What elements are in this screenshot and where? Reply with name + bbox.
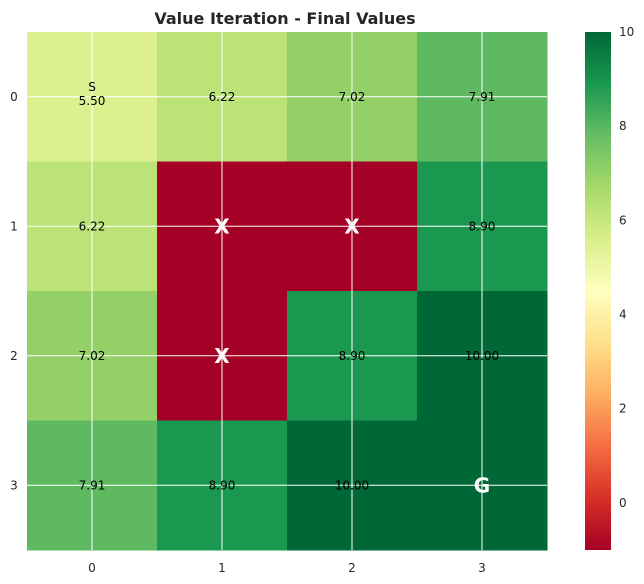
cell-value-label: 6.22	[209, 90, 236, 104]
colorbar-tick-label: 0	[619, 496, 627, 510]
x-tick-label: 0	[88, 561, 96, 575]
cell-value-label: 10.00	[465, 349, 499, 363]
cell-value-label: 10.00	[335, 478, 369, 492]
colorbar-tick-label: 10	[619, 25, 634, 39]
heatmap-cells	[27, 32, 548, 551]
cell-value-label: 7.91	[79, 478, 106, 492]
start-marker: S	[88, 80, 96, 94]
y-tick-label: 2	[10, 349, 18, 363]
cell-value-label: 6.22	[79, 219, 106, 233]
cell-value-label: 7.91	[469, 90, 496, 104]
colorbar-tick-label: 4	[619, 308, 627, 322]
y-tick-label: 0	[10, 90, 18, 104]
obstacle-marker: X	[214, 214, 230, 238]
colorbar-tick-label: 2	[619, 402, 627, 416]
cell-value-label: 5.50	[79, 94, 106, 108]
obstacle-marker: X	[344, 214, 360, 238]
goal-marker: G	[474, 473, 490, 497]
chart-title: Value Iteration - Final Values	[154, 9, 415, 28]
cell-value-label: 8.90	[209, 478, 236, 492]
grid-lines	[27, 32, 547, 550]
obstacle-marker: X	[214, 344, 230, 368]
cell-value-label: 7.02	[339, 90, 366, 104]
y-tick-label: 1	[10, 219, 18, 233]
colorbar: 0 2 4 6 8 10	[585, 25, 634, 550]
x-tick-label: 3	[478, 561, 486, 575]
cell-value-label: 7.02	[79, 349, 106, 363]
x-tick-label: 2	[348, 561, 356, 575]
cell-value-label: 8.90	[469, 219, 496, 233]
cell-labels: S5.50 6.22 7.02 7.91 6.22 X X 8.90 7.02 X 8.90 10.0…	[79, 80, 500, 498]
colorbar-gradient	[585, 32, 611, 550]
y-axis-ticks: 0 1 2 3	[10, 90, 18, 493]
x-axis-ticks: 0 1 2 3	[88, 561, 486, 575]
x-tick-label: 1	[218, 561, 226, 575]
cell-value-label: 8.90	[339, 349, 366, 363]
colorbar-tick-label: 6	[619, 213, 627, 227]
y-tick-label: 3	[10, 478, 18, 492]
colorbar-tick-label: 8	[619, 119, 627, 133]
